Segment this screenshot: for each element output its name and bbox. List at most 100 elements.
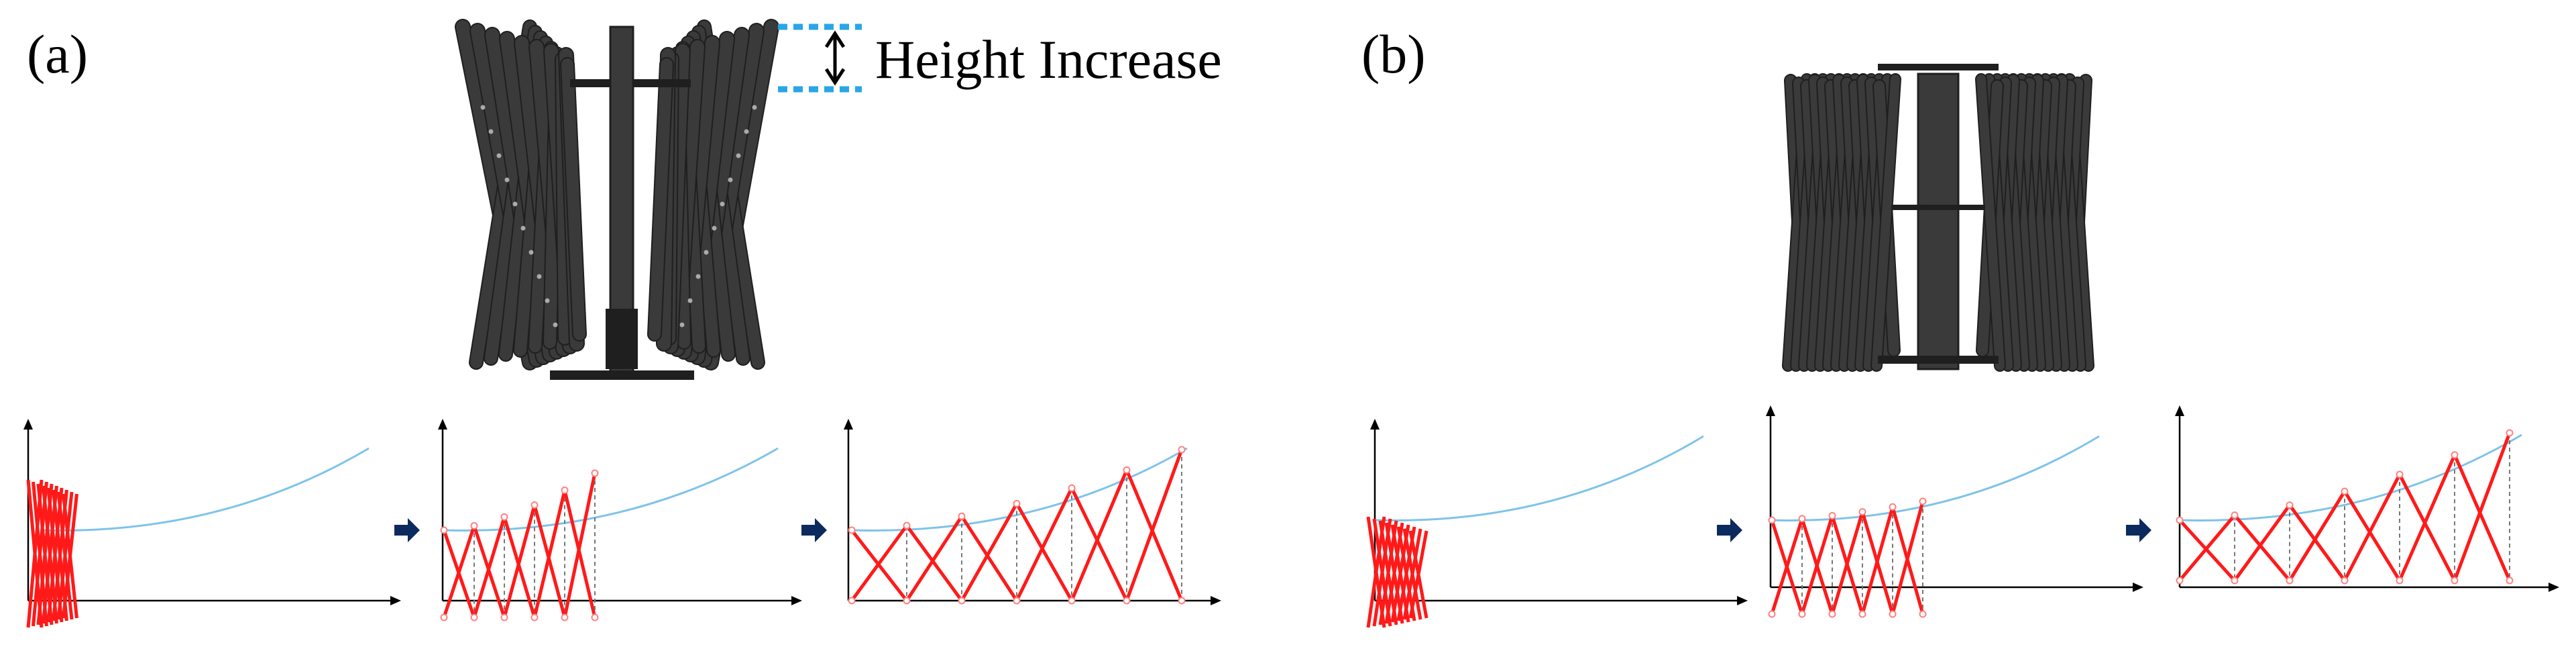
joint-marker — [440, 526, 448, 534]
schematic-b-stage-1-collapsed — [1366, 419, 1748, 628]
pin-joint — [488, 129, 494, 134]
joint-marker — [500, 513, 508, 521]
joint-marker — [440, 613, 448, 621]
right-cross-link-7-face — [649, 58, 673, 340]
schematic-b-stage-3-full — [2126, 405, 2559, 592]
pin-joint — [504, 177, 510, 183]
guide-curve — [851, 447, 1188, 532]
x-axis-arrowhead — [2549, 583, 2559, 592]
scissor-link — [502, 504, 537, 618]
schematic-a-stage-2-partial — [394, 419, 802, 621]
scissor-link — [533, 489, 567, 618]
joint-marker — [2231, 511, 2239, 519]
panel-label-a: (a) — [27, 23, 89, 85]
joint-marker — [500, 613, 508, 621]
schematic-b-stage-2-partial — [1717, 405, 2143, 618]
pin-joint — [512, 201, 518, 207]
x-axis-arrowhead — [2133, 583, 2143, 592]
scissor-link — [2398, 473, 2457, 582]
joint-marker — [2506, 576, 2514, 585]
joint-marker — [2286, 501, 2294, 509]
joint-marker — [2231, 576, 2239, 585]
scissor-link — [1125, 469, 1184, 601]
pin-joint — [720, 201, 725, 207]
scissor-link — [2288, 504, 2347, 582]
pin-joint — [520, 225, 526, 231]
scissor-link — [56, 491, 74, 620]
scissor-link — [2453, 432, 2512, 581]
x-axis-arrowhead — [1737, 596, 1748, 605]
schematic-a-stage-1-collapsed — [23, 419, 401, 628]
scissor-link — [1860, 506, 1895, 615]
joint-marker — [1919, 497, 1927, 505]
left-cross-link-11-face — [1872, 74, 1900, 370]
scissor-link — [1402, 528, 1422, 620]
scissor-link — [2233, 513, 2291, 582]
scissor-link — [2453, 454, 2512, 582]
pin-joint — [704, 250, 709, 255]
joint-marker — [561, 487, 569, 495]
pin-joint — [679, 322, 685, 328]
joint-marker — [530, 613, 539, 621]
right-arrow-icon — [394, 518, 420, 542]
central-base-block — [606, 309, 638, 369]
joint-marker — [1858, 610, 1866, 618]
joint-marker — [2286, 576, 2294, 585]
scissor-link — [533, 504, 567, 618]
height-increase-label: Height Increase — [875, 29, 1222, 90]
pin-joint — [712, 225, 717, 231]
joint-marker — [848, 526, 856, 534]
mechanism-render-b — [1782, 64, 2094, 372]
right-arrow-icon — [801, 518, 827, 542]
joint-marker — [903, 597, 911, 605]
joint-marker — [1919, 610, 1927, 618]
pin-joint — [736, 153, 741, 158]
joint-marker — [2396, 470, 2404, 479]
double-headed-arrow-icon — [824, 30, 846, 86]
joint-marker — [470, 613, 478, 621]
joint-marker — [1828, 610, 1836, 618]
x-axis-arrowhead — [1211, 596, 1221, 605]
frame-bottom-bar — [550, 370, 694, 380]
joint-marker — [1828, 512, 1836, 520]
scissor-link — [563, 489, 597, 618]
pin-joint — [744, 129, 749, 134]
mechanism-render-a — [455, 19, 779, 380]
joint-marker — [1123, 597, 1131, 605]
guide-curve — [442, 447, 779, 532]
joint-marker — [2451, 451, 2459, 459]
joint-marker — [1798, 515, 1806, 523]
joint-marker — [1068, 597, 1076, 605]
scissor-link — [1015, 503, 1074, 602]
y-axis-arrowhead — [1766, 405, 1775, 416]
guide-curve — [1374, 435, 1704, 521]
pin-joint — [695, 274, 701, 279]
joint-marker — [1768, 610, 1776, 618]
frame-mid-bar — [1891, 205, 1985, 210]
scissor-link — [472, 516, 506, 618]
scissor-link — [1015, 487, 1074, 602]
scissor-link — [2398, 454, 2457, 582]
joint-marker — [1178, 446, 1186, 454]
y-axis-arrowhead — [844, 419, 853, 430]
joint-marker — [2451, 576, 2459, 585]
scissor-link — [1800, 515, 1834, 615]
schematic-a-stage-3-full — [801, 419, 1221, 605]
right-arrow-icon — [2126, 518, 2151, 542]
joint-marker — [530, 501, 539, 509]
y-axis-arrowhead — [23, 419, 33, 430]
scissor-link — [1070, 487, 1129, 602]
pin-joint — [553, 322, 558, 328]
scissor-link — [1125, 449, 1184, 601]
joint-marker — [958, 597, 966, 605]
pin-joint — [528, 250, 534, 255]
frame-top-crossbar — [1878, 64, 1999, 70]
panel-label-b: (b) — [1361, 23, 1426, 85]
scissor-link — [2343, 473, 2402, 582]
joint-marker — [1889, 503, 1897, 511]
joint-marker — [2176, 576, 2184, 585]
scissor-link — [2343, 490, 2402, 582]
scissor-link — [563, 472, 597, 618]
